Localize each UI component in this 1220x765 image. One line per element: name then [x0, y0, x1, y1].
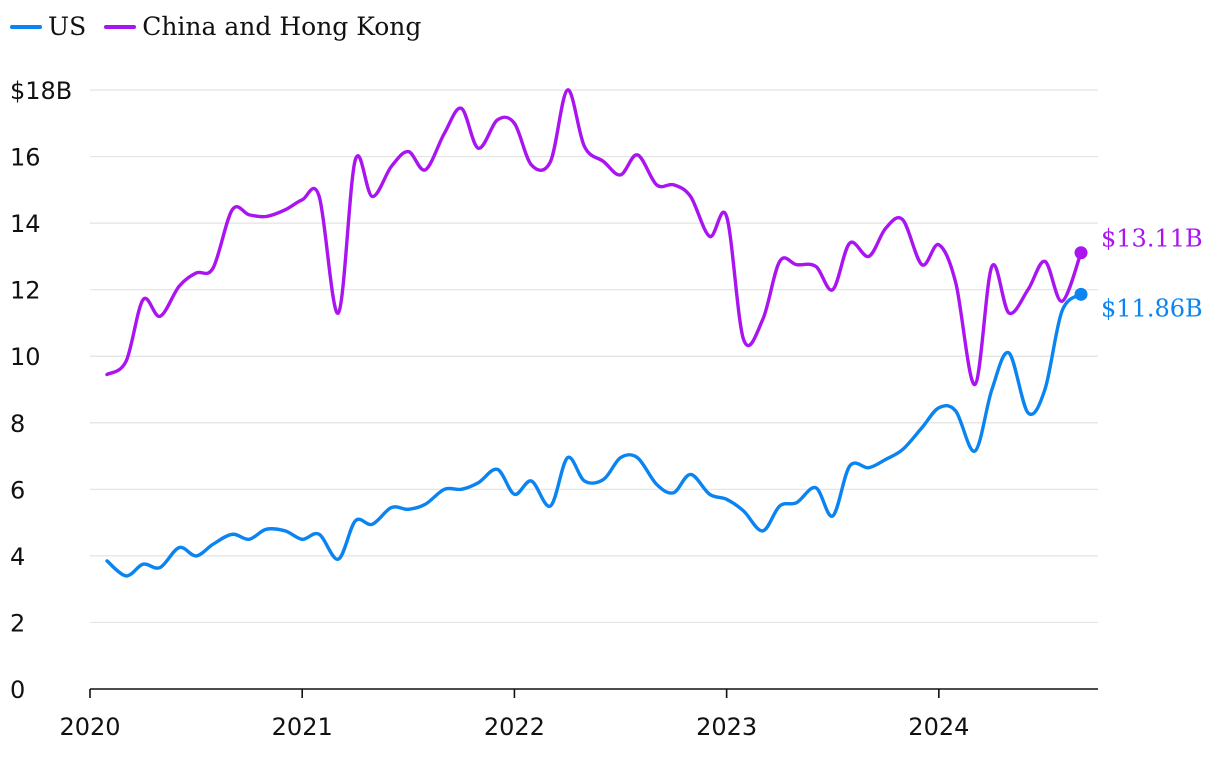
y-tick-label-14: 14 — [10, 210, 41, 238]
y-tick-label-10: 10 — [10, 343, 41, 371]
y-tick-label-18: $18B — [10, 77, 72, 105]
y-tick-label-8: 8 — [10, 410, 25, 438]
legend-item-china-hong-kong: China and Hong Kong — [104, 12, 421, 41]
y-tick-label-16: 16 — [10, 144, 41, 172]
end-point-us — [1074, 287, 1088, 301]
legend-label-us: US — [48, 12, 87, 41]
legend-label-china-hong-kong: China and Hong Kong — [142, 12, 422, 41]
series-line-china-hong-kong — [105, 88, 1083, 387]
y-tick-label-2: 2 — [10, 609, 25, 637]
y-tick-label-6: 6 — [10, 476, 25, 504]
y-tick-label-4: 4 — [10, 543, 25, 571]
legend-swatch-china-hong-kong — [104, 24, 137, 29]
y-tick-label-0: 0 — [10, 676, 25, 704]
y-tick-label-12: 12 — [10, 277, 41, 305]
end-label-china-hong-kong: $13.11B — [1101, 225, 1203, 253]
x-tick-label-2021: 2021 — [272, 713, 333, 741]
x-tick-label-2020: 2020 — [59, 713, 120, 741]
x-tick-label-2024: 2024 — [908, 713, 969, 741]
series-line-us — [105, 292, 1083, 578]
end-label-us: $11.86B — [1101, 294, 1203, 322]
legend-swatch-us — [10, 24, 42, 29]
x-tick-label-2023: 2023 — [696, 713, 757, 741]
x-tick-label-2022: 2022 — [484, 713, 545, 741]
legend: US China and Hong Kong — [10, 12, 421, 41]
legend-item-us: US — [10, 12, 86, 41]
end-point-china-hong-kong — [1074, 246, 1088, 260]
